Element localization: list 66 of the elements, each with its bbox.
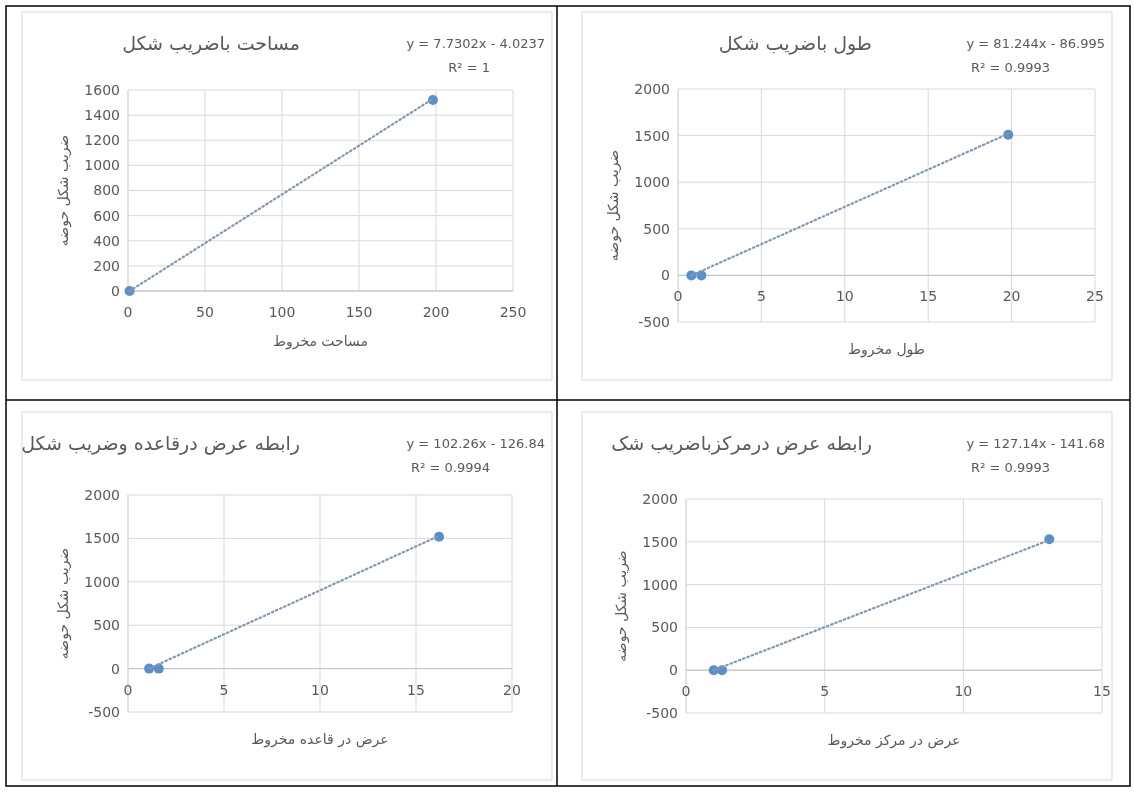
x-tick-label: 10 xyxy=(954,683,973,700)
text: R² = 0.9993 xyxy=(971,460,1050,475)
y-tick-label: 1400 xyxy=(84,107,120,124)
x-tick-label: 15 xyxy=(407,681,425,698)
x-tick-label: 250 xyxy=(499,304,527,320)
x-tick-label: 20 xyxy=(503,681,521,698)
text: y = 127.14x - 141.68 xyxy=(966,436,1105,451)
text: y = 102.26x - 126.84 xyxy=(406,436,545,451)
y-tick-label: 1000 xyxy=(84,157,120,174)
x-tick-label: 50 xyxy=(196,304,214,320)
x-tick-label: 0 xyxy=(123,681,133,698)
y-tick-label: 2000 xyxy=(84,486,120,503)
y-tick-label: 1600 xyxy=(84,81,120,98)
y-tick-label: 400 xyxy=(93,232,120,249)
x-tick-label: 5 xyxy=(756,288,766,305)
y-tick-label: 600 xyxy=(93,207,120,224)
y-tick-label: 1500 xyxy=(84,530,120,547)
text: R² = 0.9994 xyxy=(411,460,490,475)
y-tick-label: 1000 xyxy=(84,573,120,590)
x-tick-label: 10 xyxy=(311,681,329,698)
text: y = 81.244x - 86.995 xyxy=(966,36,1105,51)
x-axis-title: عرض در مرکز مخروط xyxy=(827,732,961,749)
x-axis-title: عرض در قاعده مخروط xyxy=(251,731,389,748)
x-tick-label: 15 xyxy=(919,288,938,305)
x-tick-label: 5 xyxy=(219,681,229,698)
x-tick-label: 25 xyxy=(1086,288,1104,305)
x-tick-label: 20 xyxy=(1002,288,1021,305)
chart-title: طول باضریب شکل xyxy=(718,32,872,55)
y-tick-label: 500 xyxy=(93,617,120,634)
y-tick-label: 0 xyxy=(111,660,120,677)
x-tick-label: 10 xyxy=(835,288,854,305)
y-tick-label: 0 xyxy=(669,662,678,679)
y-tick-label: -500 xyxy=(88,703,120,720)
text: R² = 1 xyxy=(448,60,490,75)
y-tick-label: 1000 xyxy=(634,174,670,191)
x-tick-label: 15 xyxy=(1093,683,1111,700)
y-tick-label: 1000 xyxy=(642,576,678,593)
y-tick-label: 800 xyxy=(93,182,120,199)
y-axis-title: ضریب شکل حوضه xyxy=(613,550,630,662)
y-tick-label: -500 xyxy=(646,704,678,721)
y-tick-label: 500 xyxy=(651,619,678,636)
chart-title: رابطه عرض درمرکزباضریب شک xyxy=(611,432,872,455)
chart-title: رابطه عرض درقاعده وضریب شکل xyxy=(21,432,300,455)
text: y = 7.7302x - 4.0237 xyxy=(406,36,545,51)
x-tick-label: 150 xyxy=(345,304,373,320)
y-tick-label: 200 xyxy=(93,257,120,274)
y-tick-label: 500 xyxy=(643,220,670,237)
y-tick-label: 1500 xyxy=(634,127,670,144)
y-axis-title: ضریب شکل حوضه xyxy=(55,134,72,247)
chart-title: مساحت باضریب شکل xyxy=(122,32,300,55)
y-axis-title: ضریب شکل حوضه xyxy=(55,547,72,660)
y-tick-label: -500 xyxy=(638,313,670,330)
y-tick-label: 2000 xyxy=(642,490,678,507)
y-tick-label: 2000 xyxy=(634,80,670,97)
x-axis-title: مساحت مخروط xyxy=(272,333,369,350)
y-axis-title: ضریب شکل حوضه xyxy=(605,149,622,262)
x-tick-label: 200 xyxy=(422,304,450,320)
x-tick-label: 0 xyxy=(681,683,691,700)
x-tick-label: 100 xyxy=(268,304,296,320)
x-axis-title: طول مخروط xyxy=(848,341,925,358)
y-tick-label: 0 xyxy=(661,267,670,284)
x-tick-label: 5 xyxy=(820,683,830,700)
y-tick-label: 1200 xyxy=(84,132,120,149)
y-tick-label: 1500 xyxy=(642,533,678,550)
text: R² = 0.9993 xyxy=(971,60,1050,75)
x-tick-label: 0 xyxy=(123,304,133,320)
